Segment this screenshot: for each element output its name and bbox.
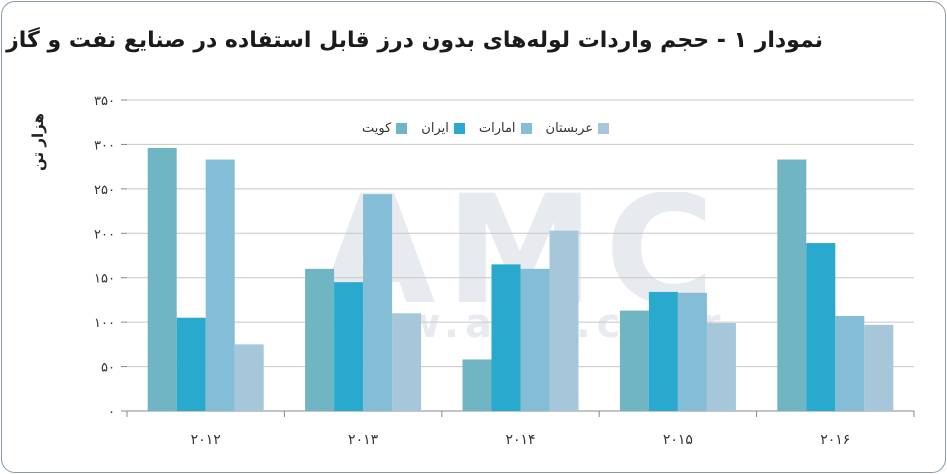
- y-tick-label: ۵۰: [101, 361, 115, 376]
- bar-2015-2: [677, 292, 707, 411]
- bar-2016-0: [777, 159, 807, 411]
- legend-item: کویت: [362, 120, 408, 136]
- x-category-label: ۲۰۱۴: [505, 432, 535, 448]
- chart-title: نمودار ۱ - حجم واردات لوله‌های بدون درز …: [6, 28, 823, 53]
- legend-label: ایران: [421, 120, 449, 136]
- x-category-label: ۲۰۱۵: [663, 432, 693, 448]
- legend-swatch: [396, 122, 408, 134]
- legend-label: عربستان: [545, 120, 594, 136]
- y-tick-label: ۱۵۰: [94, 272, 115, 287]
- y-tick-label: ۲۵۰: [94, 183, 115, 198]
- bar-2015-1: [648, 291, 678, 411]
- chart-legend: کویت ایران امارات عربستان: [362, 117, 662, 139]
- bar-2014-0: [462, 359, 492, 411]
- bar-2013-0: [305, 268, 335, 411]
- bar-2014-1: [491, 264, 521, 411]
- bar-2016-1: [806, 243, 836, 411]
- x-category-label: ۲۰۱۶: [820, 432, 850, 448]
- legend-label: کویت: [362, 120, 392, 136]
- y-tick-label: ۲۰۰: [94, 227, 115, 242]
- bar-2012-0: [147, 147, 177, 412]
- x-category-label: ۲۰۱۲: [191, 432, 221, 448]
- y-tick-label: ۳۰۰: [94, 138, 115, 153]
- bar-2013-2: [363, 194, 393, 411]
- x-category-label: ۲۰۱۳: [348, 432, 379, 448]
- bar-2015-0: [619, 310, 649, 411]
- legend-swatch: [520, 122, 532, 134]
- bar-2016-2: [835, 315, 865, 411]
- bar-2012-3: [234, 344, 264, 411]
- bar-2014-3: [549, 230, 579, 411]
- legend-item: عربستان: [546, 121, 610, 136]
- bar-2012-1: [176, 317, 206, 411]
- bar-2012-2: [205, 159, 235, 411]
- y-tick-label: ۰: [108, 405, 115, 420]
- bar-2016-3: [864, 324, 894, 411]
- legend-swatch: [598, 122, 610, 134]
- bar-2013-1: [334, 282, 364, 411]
- bar-2013-3: [392, 313, 422, 411]
- legend-swatch: [453, 122, 465, 134]
- y-tick-label: ۱۰۰: [94, 316, 115, 331]
- legend-label: امارات: [478, 120, 516, 136]
- legend-item: ایران: [421, 121, 465, 136]
- bar-2015-3: [706, 323, 736, 411]
- y-tick-label: ۳۵۰: [94, 94, 115, 109]
- bar-2014-2: [520, 268, 550, 411]
- legend-item: امارات: [479, 121, 532, 136]
